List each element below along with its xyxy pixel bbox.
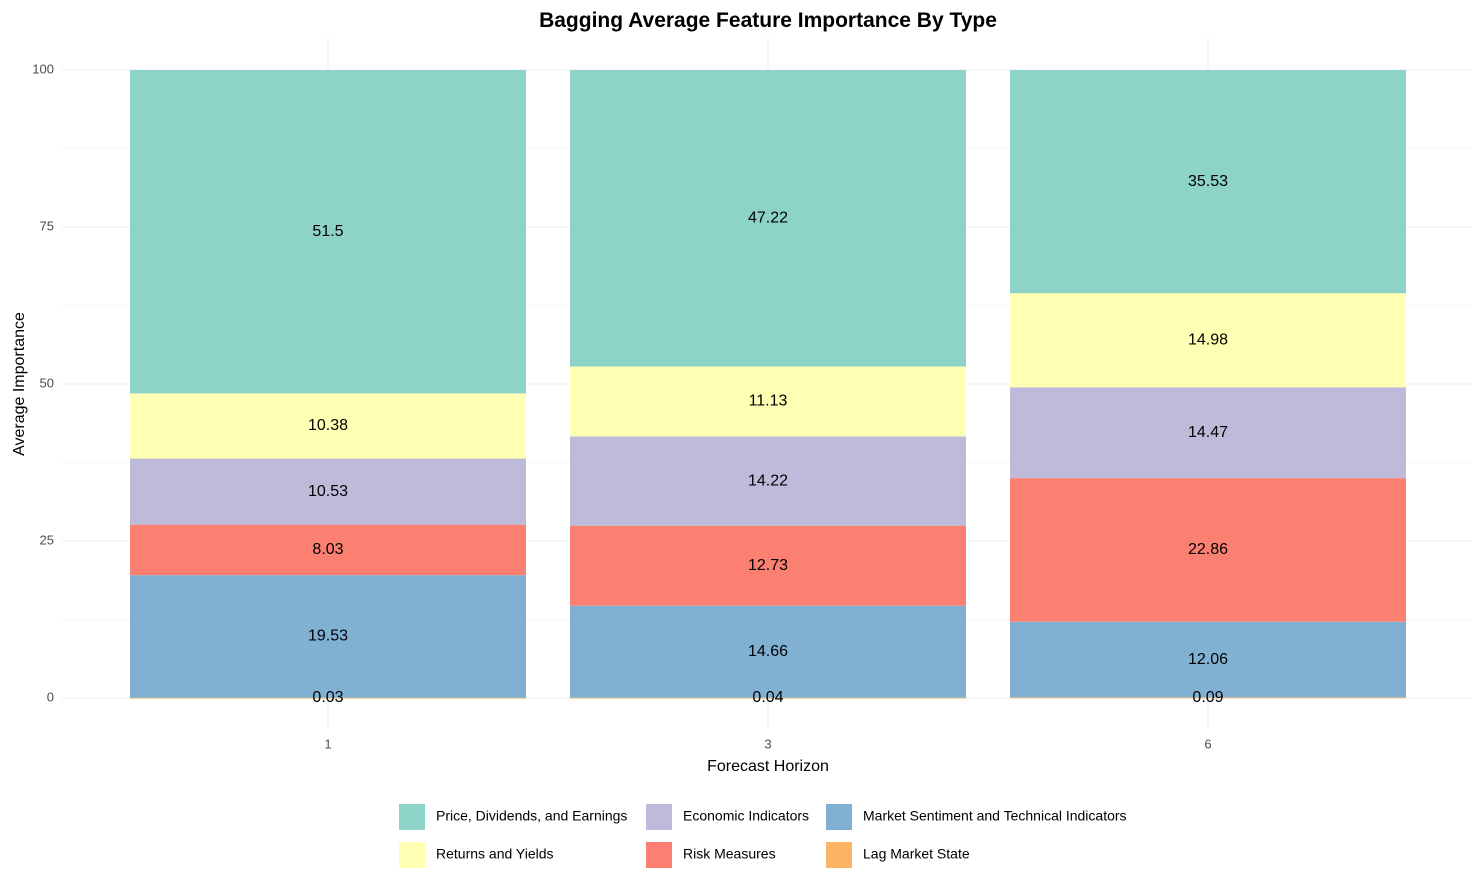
data-label: 8.03 bbox=[312, 541, 343, 558]
y-tick-label: 100 bbox=[32, 61, 54, 76]
bar-segment bbox=[130, 70, 526, 394]
bar-segment bbox=[570, 436, 966, 526]
data-label: 51.5 bbox=[312, 223, 343, 240]
bar-segment bbox=[130, 697, 526, 699]
bar-segment bbox=[130, 458, 526, 525]
x-tick-label: 6 bbox=[1204, 736, 1211, 751]
y-tick-label: 0 bbox=[47, 689, 54, 704]
bar-segment bbox=[130, 524, 526, 576]
chart-title: Bagging Average Feature Importance By Ty… bbox=[539, 9, 997, 32]
data-labels: 0.03 19.53 8.03 10.53 10.38 51.5 0.04 14.66 12.7… bbox=[308, 173, 1228, 706]
y-tick-label: 25 bbox=[40, 532, 54, 547]
bar-segment bbox=[570, 605, 966, 698]
data-label: 35.53 bbox=[1188, 173, 1228, 190]
data-label: 0.04 bbox=[752, 689, 783, 706]
legend-swatch bbox=[399, 842, 425, 868]
bar-segment bbox=[130, 393, 526, 459]
data-label: 12.06 bbox=[1188, 651, 1228, 668]
bar-segment bbox=[570, 525, 966, 606]
legend-swatch bbox=[646, 804, 672, 830]
bar-segment bbox=[570, 366, 966, 437]
bar-segment bbox=[570, 697, 966, 699]
x-tick-labels: 1 3 6 bbox=[324, 736, 1211, 751]
legend-swatch bbox=[646, 842, 672, 868]
legend-label: Lag Market State bbox=[863, 846, 970, 862]
legend-label: Risk Measures bbox=[683, 846, 776, 862]
data-label: 0.03 bbox=[312, 689, 343, 706]
legend-label: Price, Dividends, and Earnings bbox=[436, 808, 627, 824]
bar-segment bbox=[1010, 293, 1406, 388]
data-label: 14.47 bbox=[1188, 424, 1228, 441]
bar-segment bbox=[130, 575, 526, 698]
y-tick-label: 50 bbox=[40, 375, 54, 390]
y-tick-labels: 0 25 50 75 100 bbox=[32, 61, 54, 704]
bar-segment bbox=[1010, 621, 1406, 698]
legend-swatch bbox=[399, 804, 425, 830]
y-axis-title: Average Importance bbox=[11, 312, 28, 456]
legend: Price, Dividends, and Earnings Returns an… bbox=[399, 804, 1127, 868]
bars bbox=[130, 70, 1406, 699]
data-label: 10.53 bbox=[308, 483, 348, 500]
data-label: 14.98 bbox=[1188, 331, 1228, 348]
legend-swatch bbox=[826, 804, 852, 830]
data-label: 12.73 bbox=[748, 557, 788, 574]
bar-segment bbox=[1010, 387, 1406, 479]
legend-swatch bbox=[826, 842, 852, 868]
data-label: 19.53 bbox=[308, 628, 348, 645]
x-axis-title: Forecast Horizon bbox=[707, 758, 829, 775]
data-label: 11.13 bbox=[749, 393, 788, 410]
legend-label: Returns and Yields bbox=[436, 846, 554, 862]
data-label: 14.66 bbox=[748, 643, 788, 660]
bar-segment bbox=[1010, 697, 1406, 699]
data-label: 47.22 bbox=[748, 209, 788, 226]
bar-segment bbox=[570, 70, 966, 367]
data-label: 22.86 bbox=[1188, 541, 1228, 558]
data-label: 10.38 bbox=[308, 417, 348, 434]
data-label: 14.22 bbox=[748, 472, 788, 489]
bar-segment bbox=[1010, 70, 1406, 294]
bar-segment bbox=[1010, 478, 1406, 622]
y-tick-label: 75 bbox=[40, 218, 54, 233]
legend-label: Market Sentiment and Technical Indicator… bbox=[863, 808, 1127, 824]
x-tick-label: 3 bbox=[764, 736, 771, 751]
legend-label: Economic Indicators bbox=[683, 808, 809, 824]
data-label: 0.09 bbox=[1192, 689, 1223, 706]
x-tick-label: 1 bbox=[324, 736, 331, 751]
